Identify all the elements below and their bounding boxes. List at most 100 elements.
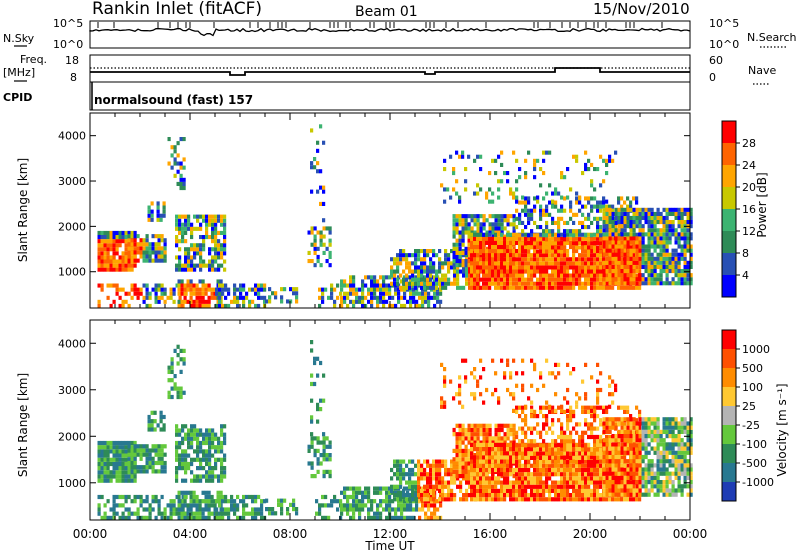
heatmap-cell [620,248,624,253]
heatmap-cell [184,226,188,231]
heatmap-cell [614,277,618,282]
heatmap-cell [385,275,389,280]
heatmap-cell [524,237,528,242]
heatmap-cell [223,222,227,227]
heatmap-cell [485,265,489,270]
heatmap-cell [198,295,202,300]
heatmap-cell [339,291,343,296]
heatmap-cell [233,499,237,504]
heatmap-cell [400,295,404,300]
heatmap-cell [151,448,155,453]
heatmap-cell [452,214,456,219]
heatmap-cell [503,484,507,489]
heatmap-cell [536,269,540,274]
heatmap-cell [205,432,209,437]
heatmap-cell [207,515,211,520]
heatmap-cell [370,283,374,288]
nave-tick-bottom: 0 [709,71,716,84]
heatmap-cell [512,285,516,290]
heatmap-cell [186,511,190,516]
heatmap-cell [506,179,510,184]
heatmap-cell [677,252,681,257]
heatmap-cell [162,414,166,420]
heatmap-cell [677,236,681,241]
heatmap-cell [208,263,212,268]
heatmap-cell [130,255,134,260]
heatmap-cell [396,277,400,282]
heatmap-cell [423,484,427,489]
heatmap-cell [527,472,531,477]
heatmap-cell [196,226,200,231]
heatmap-cell [208,251,212,256]
heatmap-cell [180,511,184,516]
heatmap-cell [154,234,158,239]
heatmap-cell [133,460,137,466]
heatmap-cell [130,440,134,446]
heatmap-cell [390,281,394,286]
heatmap-cell [560,467,564,473]
heatmap-cell [452,222,456,227]
heatmap-cell [218,295,222,300]
heatmap-cell [515,497,519,502]
heatmap-cell [443,187,447,192]
heatmap-cell [659,273,663,278]
heatmap-cell [479,493,483,498]
heatmap-cell [545,257,549,262]
heatmap-cell [426,488,430,493]
heatmap-cell [118,263,122,268]
heatmap-cell [671,281,675,286]
heatmap-cell [394,303,398,308]
heatmap-cell [136,511,140,516]
heatmap-cell [620,273,624,278]
heatmap-cell [328,254,332,259]
heatmap-cell [455,214,459,219]
heatmap-cell [405,493,409,498]
heatmap-cell [118,303,122,308]
heatmap-cell [352,511,356,516]
heatmap-cell [656,236,660,241]
heatmap-cell [476,497,480,502]
heatmap-cell [166,503,170,508]
heatmap-cell [497,281,501,286]
heatmap-cell [192,283,196,288]
heatmap-cell [441,261,445,266]
heatmap-cell [145,444,149,449]
heatmap-cell [629,245,633,250]
heatmap-cell [121,239,125,244]
heatmap-cell [170,153,174,158]
heatmap-cell [364,503,368,508]
heatmap-cell [545,249,549,254]
heatmap-cell [599,240,603,245]
heatmap-cell [157,238,161,243]
heatmap-cell [563,196,567,201]
heatmap-cell [653,236,657,241]
heatmap-cell [578,463,582,468]
heatmap-cell [205,230,209,235]
heatmap-cell [470,451,474,456]
heatmap-cell [97,511,101,516]
heatmap-cell [364,275,368,280]
heatmap-cell [456,277,460,282]
heatmap-cell [245,494,249,500]
heatmap-cell [629,207,633,212]
heatmap-cell [280,299,284,304]
heatmap-cell [629,220,633,225]
heatmap-cell [198,279,202,284]
heatmap-cell [521,236,525,241]
heatmap-cell [433,515,437,520]
heatmap-cell [533,245,537,250]
heatmap-cell [554,237,558,242]
heatmap-cell [551,220,555,225]
heatmap-cell [204,507,208,512]
heatmap-cell [187,255,191,260]
heatmap-cell [390,273,394,278]
heatmap-cell [145,283,149,288]
heatmap-cell [450,261,454,266]
heatmap-cell [208,267,212,272]
heatmap-cell [204,287,208,292]
heatmap-cell [458,259,462,264]
heatmap-cell [376,283,380,288]
heatmap-cell [494,451,498,456]
heatmap-cell [569,200,573,205]
heatmap-cell [402,472,406,477]
